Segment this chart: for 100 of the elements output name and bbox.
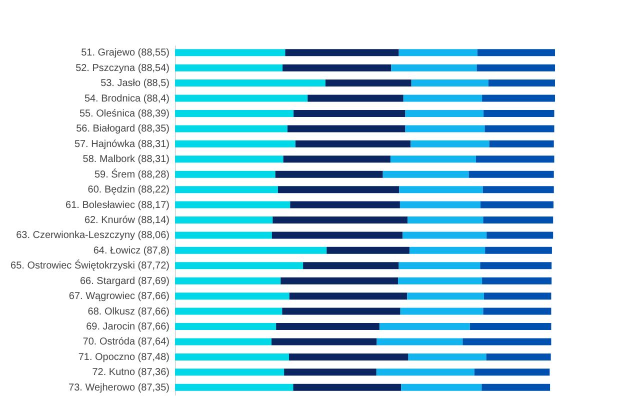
y-tick-label: 51. Grajewo (88,55) [81, 48, 170, 59]
y-tick-label: 63. Czerwionka-Leszczyny (88,06) [16, 230, 170, 242]
bar [175, 80, 326, 87]
bar [175, 323, 276, 330]
bar [303, 262, 399, 270]
bar [468, 170, 554, 178]
bar [376, 368, 474, 376]
bar [462, 338, 552, 346]
y-tick-label: 69. Jarocin (87,66) [86, 322, 170, 333]
bar [282, 64, 392, 72]
bar [482, 277, 552, 284]
bar [489, 140, 554, 148]
bar [400, 201, 481, 208]
y-tick-label: 64. Łowicz (87,8) [93, 245, 170, 256]
bar [175, 308, 282, 315]
bar [175, 262, 304, 270]
bar [482, 186, 554, 194]
bar [278, 186, 400, 194]
y-tick-label: 71. Opoczno (87,48) [78, 352, 170, 363]
bar [284, 368, 376, 376]
bar [486, 232, 554, 239]
bar [398, 262, 480, 270]
y-tick-label: 58. Malbork (88,31) [82, 154, 170, 166]
bar [474, 368, 550, 376]
y-tick-label: 52. Pszczyna (88,54) [76, 62, 170, 74]
bar [405, 110, 484, 117]
bar [175, 186, 278, 194]
bar [175, 216, 273, 224]
bar [407, 292, 484, 300]
bar [399, 186, 483, 194]
bar [285, 49, 399, 56]
bar [272, 232, 403, 239]
bar [398, 277, 482, 284]
bar [402, 232, 487, 239]
bar [401, 384, 482, 391]
bar [308, 94, 404, 102]
bar [276, 323, 380, 330]
bar [326, 246, 410, 254]
y-tick-label: 60. Będzin (88,22) [88, 184, 170, 196]
bar [485, 246, 552, 254]
bar [175, 110, 294, 117]
bar [175, 125, 288, 132]
y-tick-label: 68. Olkusz (87,66) [88, 306, 170, 318]
bar [482, 94, 555, 102]
bar [476, 64, 555, 72]
bar [287, 125, 406, 132]
y-tick-label: 62. Knurów (88,14) [84, 215, 170, 226]
bar [175, 201, 290, 208]
bar [295, 140, 411, 148]
bar [476, 156, 554, 163]
bar [272, 216, 408, 224]
bar [175, 353, 289, 360]
bar [405, 125, 485, 132]
bar [175, 49, 286, 56]
bar [482, 384, 550, 391]
bar [175, 292, 290, 300]
y-tick-label: 55. Oleśnica (88,39) [79, 108, 170, 120]
bar [293, 384, 402, 391]
bar [280, 277, 398, 284]
y-tick-label: 70. Ostróda (87,64) [82, 336, 170, 348]
bar [175, 156, 284, 163]
bar [294, 110, 406, 117]
bar [175, 232, 272, 239]
bar [275, 170, 383, 178]
bar [175, 368, 284, 376]
bar [484, 125, 554, 132]
bar [391, 64, 477, 72]
bar [398, 49, 478, 56]
bar [175, 64, 283, 72]
y-tick-label: 54. Brodnica (88,4) [84, 93, 170, 104]
bar [289, 353, 408, 360]
bar [175, 170, 276, 178]
y-tick-label: 59. Śrem (88,28) [94, 168, 170, 180]
bar [272, 338, 377, 346]
bar [175, 338, 272, 346]
y-tick-label: 61. Bolesławiec (88,17) [66, 200, 170, 211]
bar [175, 277, 281, 284]
bar [283, 156, 390, 163]
bar [483, 308, 552, 315]
bar [484, 110, 554, 117]
y-tick-label: 67. Wągrowiec (87,66) [68, 291, 170, 302]
bar [411, 80, 488, 87]
bar [379, 323, 470, 330]
y-tick-label: 57. Hajnówka (88,31) [74, 138, 170, 150]
bar [403, 94, 482, 102]
y-tick-label: 65. Ostrowiec Świętokrzyski (87,72) [10, 260, 170, 272]
bar [175, 94, 308, 102]
bar [175, 384, 294, 391]
bar [325, 80, 412, 87]
bar [400, 308, 484, 315]
bar [175, 140, 296, 148]
y-tick-label: 56. Białogard (88,35) [76, 124, 170, 135]
bar [382, 170, 469, 178]
bar [175, 246, 327, 254]
bar [376, 338, 463, 346]
y-tick-label: 66. Stargard (87,69) [80, 276, 170, 287]
bar [477, 49, 555, 56]
bar [480, 262, 552, 270]
y-tick-label: 72. Kutno (87,36) [92, 367, 170, 378]
bar [290, 201, 400, 208]
